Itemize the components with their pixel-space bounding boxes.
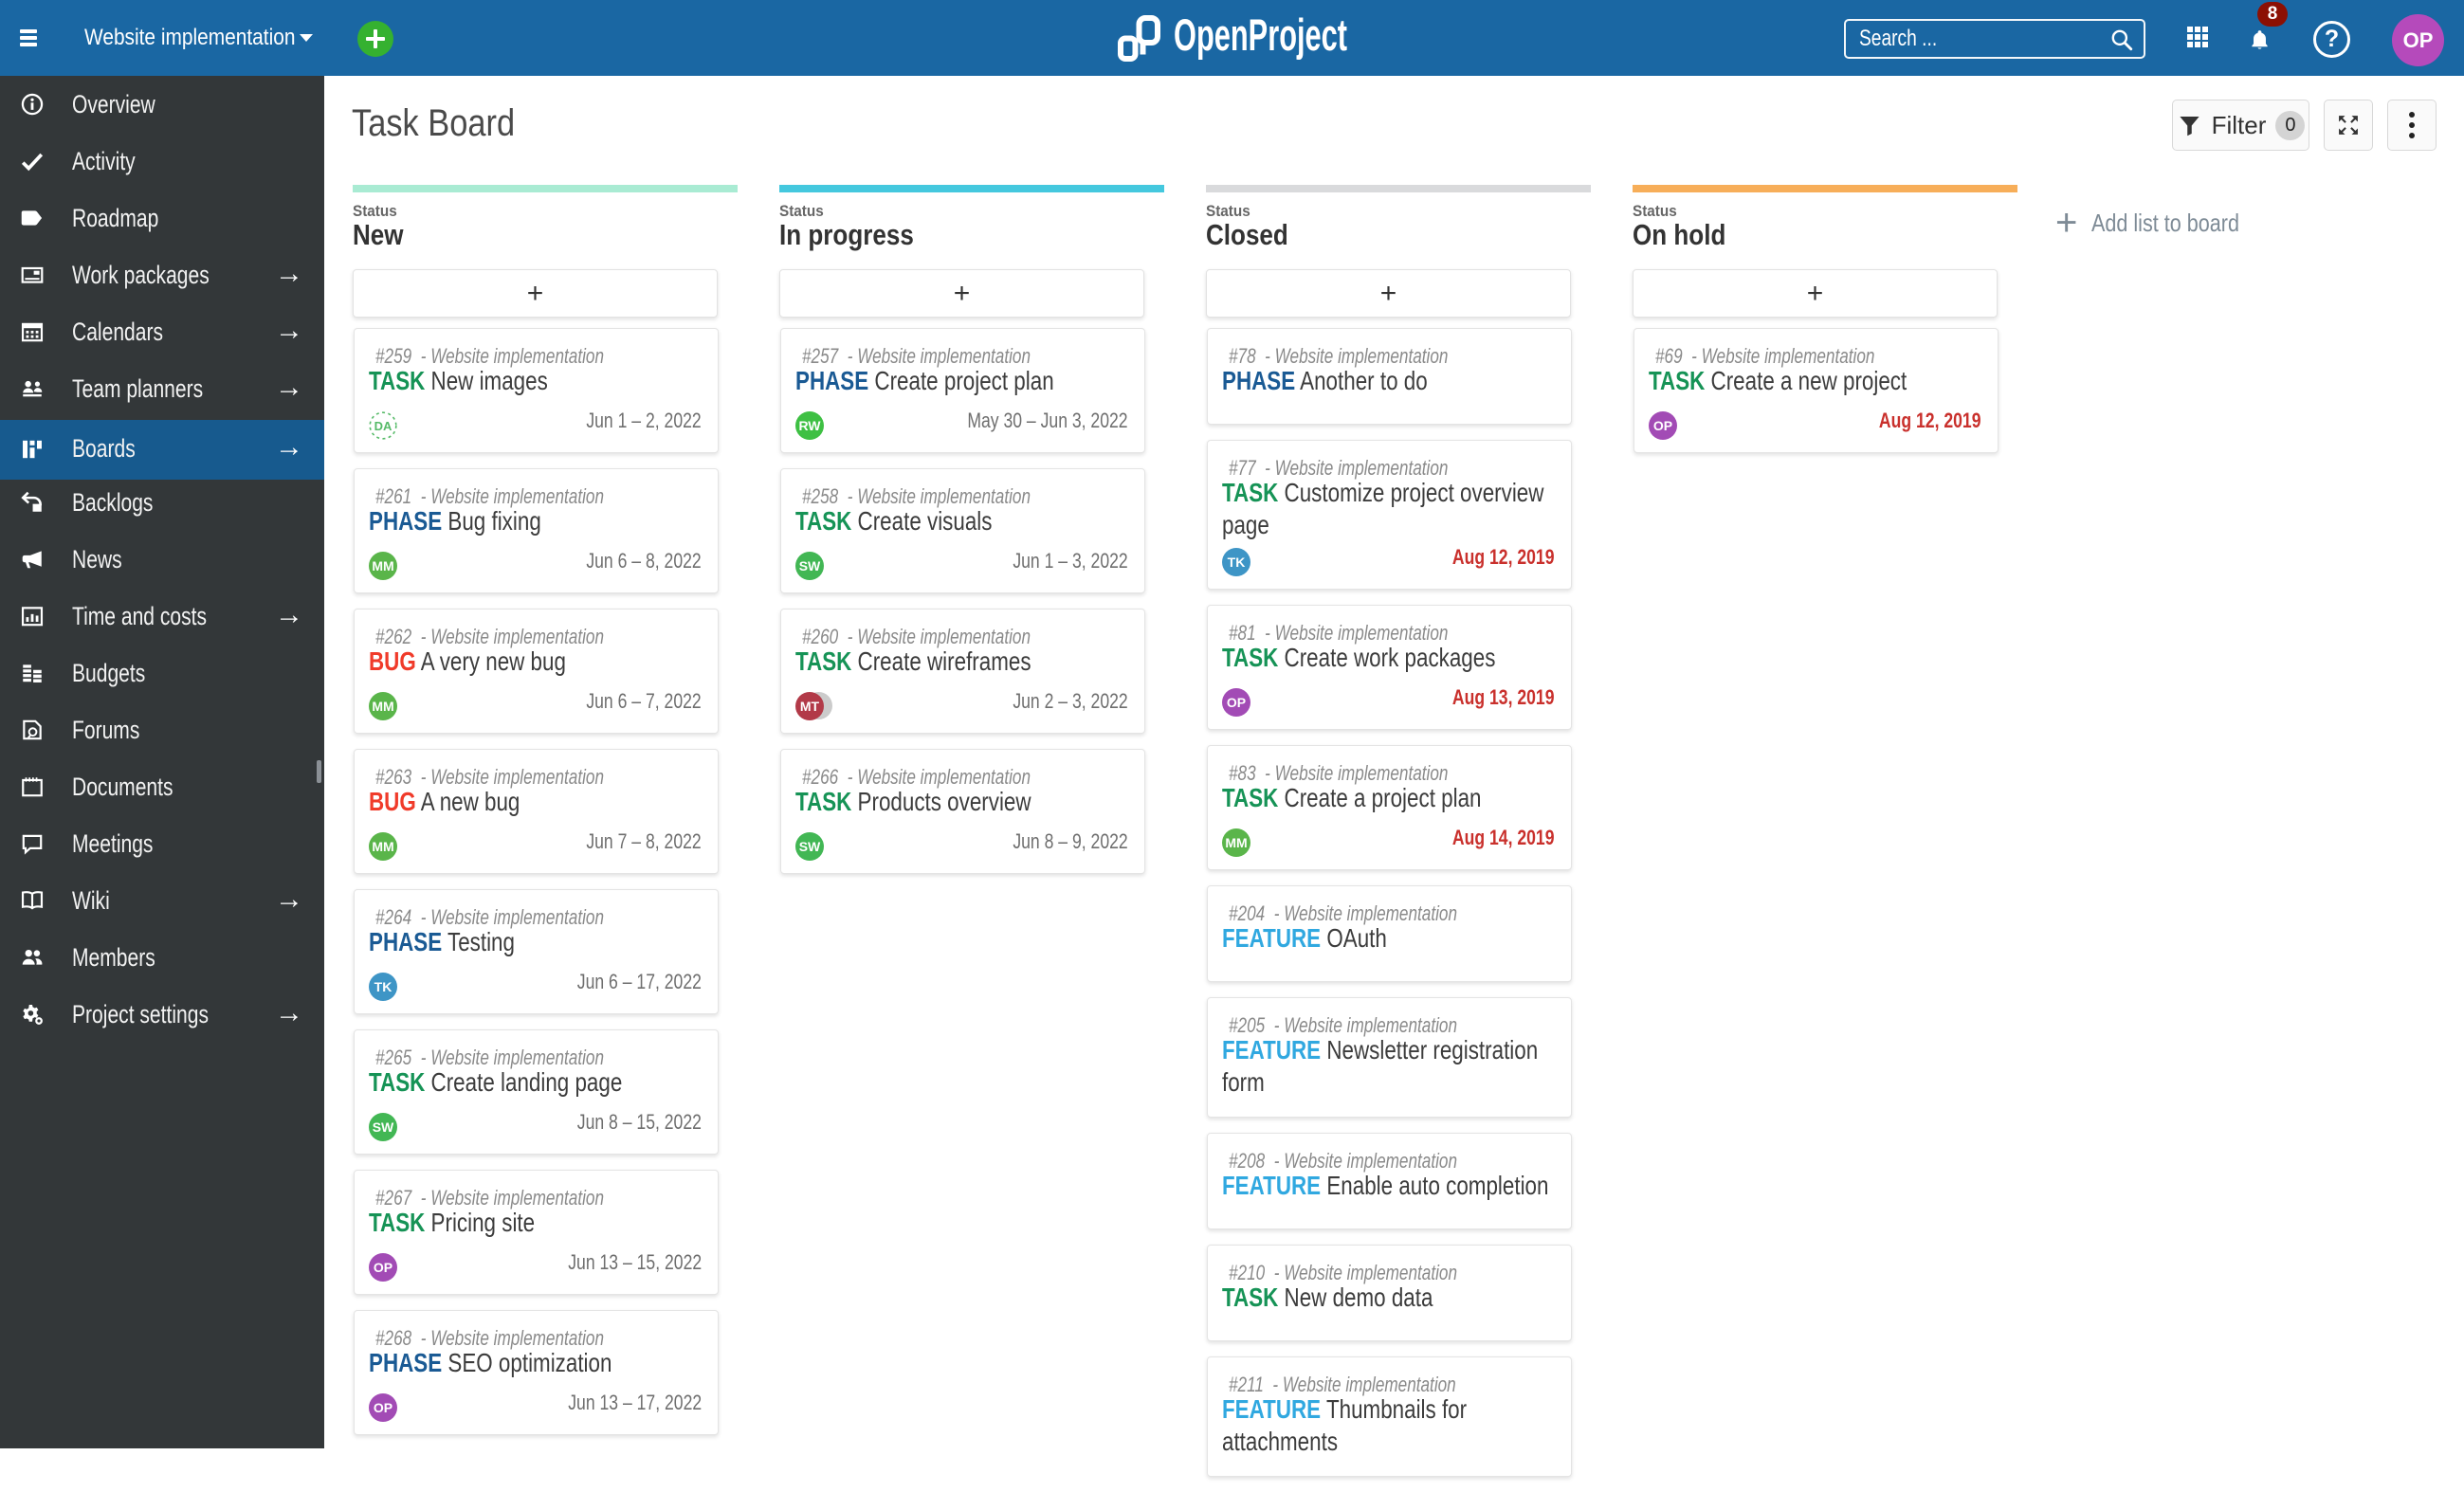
svg-text:DA: DA bbox=[374, 419, 392, 433]
